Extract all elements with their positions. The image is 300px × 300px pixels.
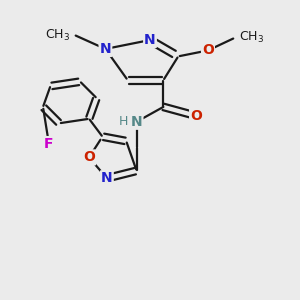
Text: H: H xyxy=(118,115,128,128)
Text: O: O xyxy=(202,44,214,57)
Text: N: N xyxy=(100,42,111,56)
Text: N: N xyxy=(144,33,156,47)
Text: CH$_3$: CH$_3$ xyxy=(239,29,264,45)
Text: N: N xyxy=(131,115,142,129)
Text: O: O xyxy=(190,109,202,123)
Text: N: N xyxy=(101,171,113,185)
Text: O: O xyxy=(83,150,95,164)
Text: CH$_3$: CH$_3$ xyxy=(45,28,70,43)
Text: F: F xyxy=(44,137,54,151)
